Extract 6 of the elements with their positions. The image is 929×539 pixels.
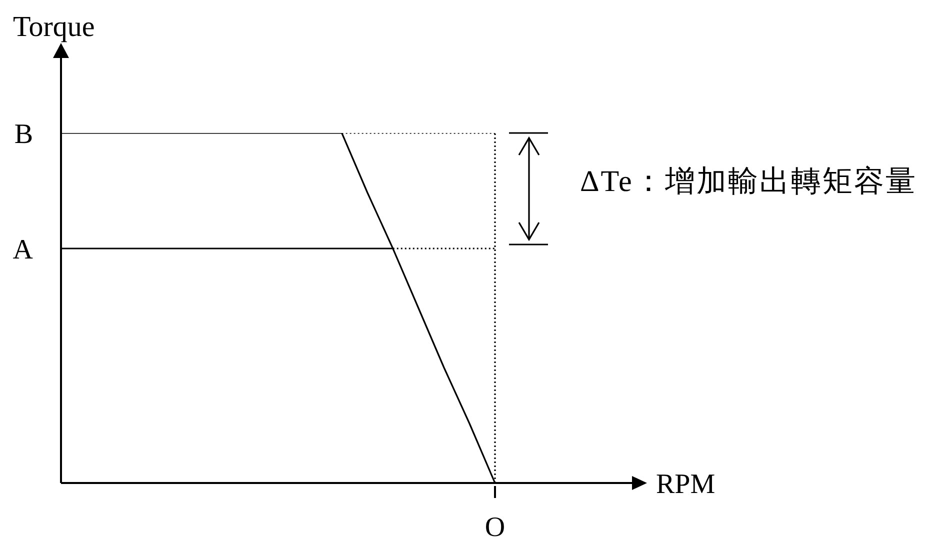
- text: B: [14, 118, 33, 150]
- text: A: [12, 234, 34, 266]
- y-axis-title: Torque: [13, 11, 95, 43]
- text: RPM: [656, 469, 716, 500]
- annotation: O: [484, 512, 506, 539]
- text: ΔTe：增加輸出轉矩容量: [580, 165, 917, 198]
